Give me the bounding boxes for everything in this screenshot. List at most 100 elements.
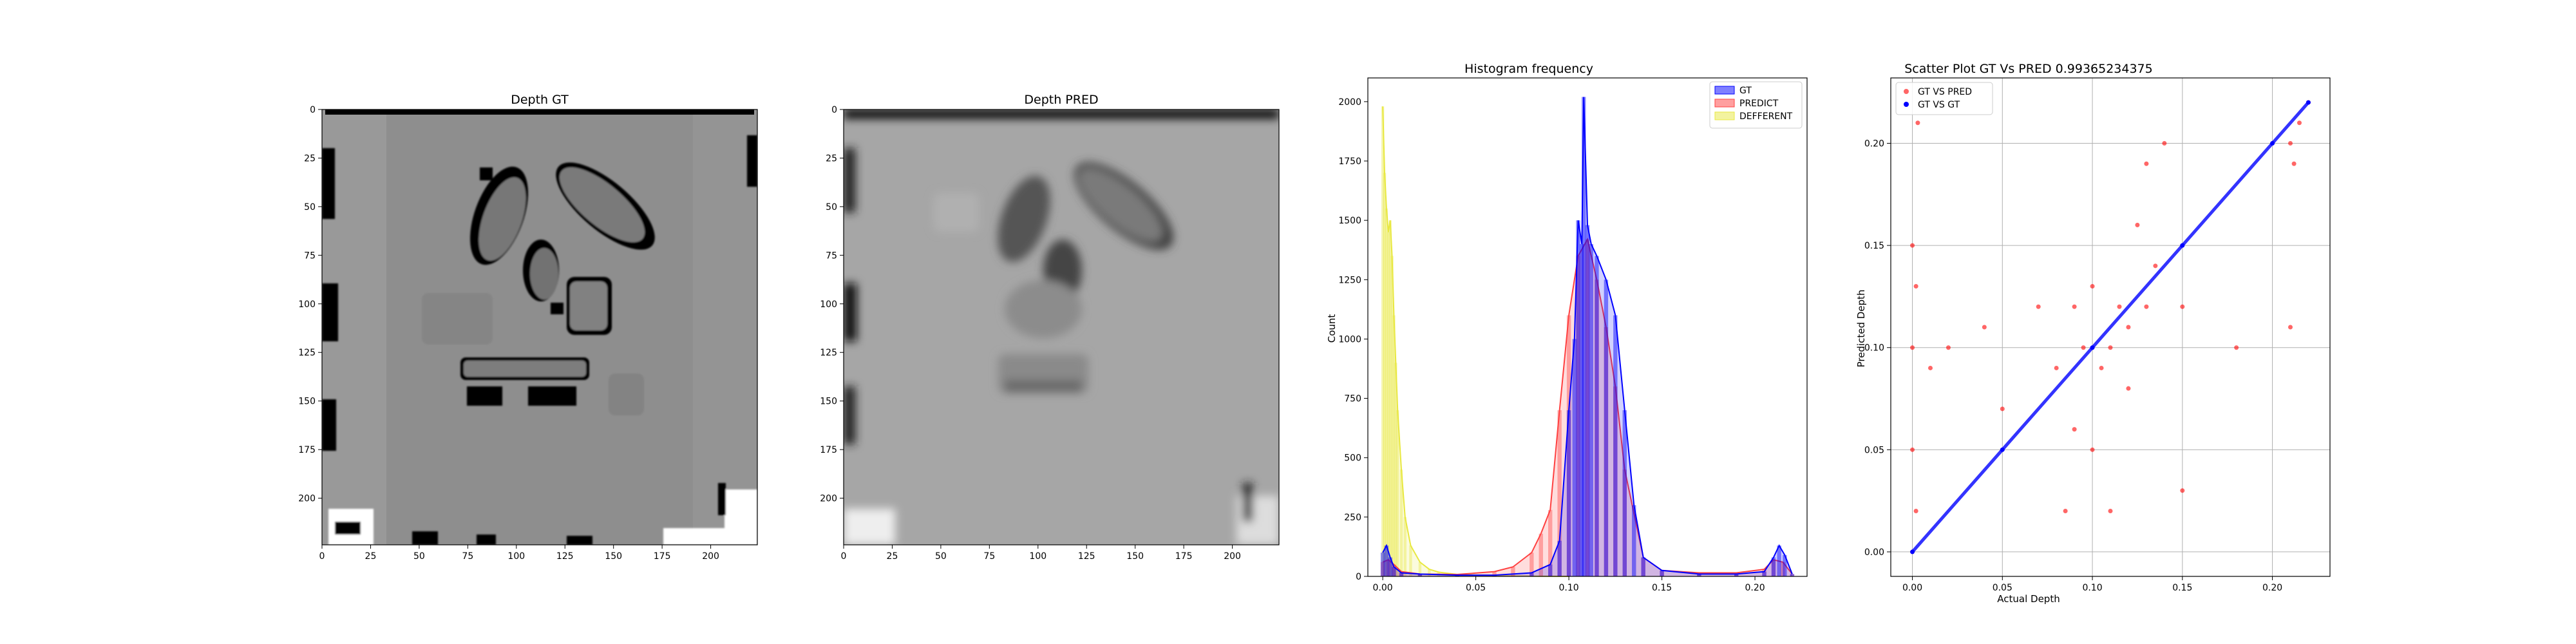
- y-tick-label: 125: [820, 348, 837, 358]
- series-defferent: [1381, 106, 1569, 577]
- scatter-point: [2054, 365, 2059, 370]
- y-tick-label: 100: [298, 299, 316, 310]
- histogram-bar: [1762, 569, 1766, 576]
- y-tick-label: 0.00: [1864, 547, 1884, 558]
- scatter-point: [2108, 345, 2113, 350]
- histogram-bar: [1781, 562, 1785, 576]
- x-tick-label: 50: [935, 551, 947, 562]
- y-tick-label: 0.10: [1864, 343, 1884, 354]
- y-tick-label: 75: [826, 251, 837, 261]
- histogram-bar: [1790, 574, 1795, 576]
- histogram-bar: [1582, 97, 1586, 576]
- legend-label: GT VS PRED: [1918, 87, 1972, 97]
- histogram-bar: [1777, 545, 1781, 576]
- y-tick-label: 200: [298, 494, 316, 504]
- histogram-bar: [1399, 469, 1403, 576]
- y-tick-label: 750: [1344, 394, 1361, 404]
- scatter-point: [1927, 365, 1933, 370]
- scatter-point: [2144, 161, 2149, 166]
- histogram-bar: [1632, 505, 1636, 576]
- depth-pred-panel: Depth PRED 0 25 50 75 100 125 1: [820, 93, 1280, 562]
- scatter-point: [2036, 304, 2041, 309]
- x-tick-label: 0.20: [2262, 583, 2282, 593]
- histogram-bar: [1783, 554, 1787, 576]
- histogram-bar: [1641, 557, 1645, 576]
- histogram-bar: [1388, 557, 1392, 576]
- histogram-bar: [1548, 564, 1553, 576]
- y-tick-label: 250: [1344, 513, 1361, 523]
- histogram-area: [1383, 97, 1792, 576]
- histogram-bar: [1585, 239, 1590, 577]
- histogram-bar: [1511, 567, 1515, 576]
- x-tick-label: 25: [365, 551, 377, 562]
- y-tick-label: 150: [820, 397, 837, 407]
- histogram-bar: [1604, 279, 1609, 576]
- y-tick-label: 75: [304, 251, 316, 261]
- histogram-area: [1383, 239, 1792, 577]
- histogram-bar: [1566, 315, 1571, 576]
- histogram-bar: [1418, 562, 1422, 576]
- histogram-bar: [1384, 545, 1389, 576]
- y-tick-label: 25: [826, 153, 837, 164]
- series-gt-vs-gt: [1910, 100, 2311, 554]
- scatter-point: [2180, 304, 2185, 309]
- scatter-point: [2090, 447, 2095, 452]
- scatter-point: [2063, 508, 2068, 513]
- histogram-bar: [1399, 573, 1404, 576]
- x-tick-label: 0.05: [1993, 583, 2012, 593]
- histogram-bar: [1613, 386, 1618, 576]
- histogram-bar: [1734, 574, 1739, 576]
- y-tick-label: 500: [1344, 453, 1361, 464]
- scatter-point: [2117, 304, 2122, 309]
- legend-label: GT VS GT: [1918, 100, 1960, 110]
- x-tick-label: 75: [983, 551, 995, 562]
- y-tick-label: 1750: [1338, 156, 1361, 167]
- x-tick-label: 50: [413, 551, 425, 562]
- scatter-point: [2000, 406, 2005, 412]
- scatter-point: [2135, 222, 2140, 227]
- legend-label: GT: [1739, 86, 1752, 96]
- x-tick-label: 75: [462, 551, 473, 562]
- scatter-point: [1913, 284, 1918, 289]
- x-tick-label: 175: [1175, 551, 1193, 562]
- histogram-bar: [1566, 410, 1571, 576]
- scatter-point: [1910, 345, 1915, 350]
- x-tick-label: 0.15: [1652, 583, 1672, 593]
- histogram-bar: [1383, 173, 1387, 576]
- histogram-title: Histogram frequency: [1464, 62, 1593, 76]
- histogram-bar: [1585, 225, 1590, 576]
- scatter-point: [2180, 243, 2185, 248]
- depth-gt-panel: Depth GT: [298, 93, 758, 562]
- histogram-bar: [1417, 574, 1423, 576]
- scatter-ylabel: Predicted Depth: [1855, 290, 1867, 368]
- y-tick-label: 0.15: [1864, 241, 1884, 251]
- histogram-bar: [1580, 244, 1584, 576]
- scatter-point: [1910, 549, 1915, 554]
- scatter-point: [1910, 243, 1915, 248]
- scatter-title: Scatter Plot GT Vs PRED 0.99365234375: [1904, 62, 2153, 76]
- x-tick-label: 0: [319, 551, 325, 562]
- histogram-bar: [1613, 315, 1618, 576]
- series-gt: [1380, 97, 1795, 577]
- histogram-bar: [1386, 560, 1390, 576]
- histogram-bar: [1530, 573, 1534, 576]
- histogram-bar: [1576, 220, 1580, 577]
- y-tick-label: 25: [304, 153, 316, 164]
- depth-gt-image: [322, 109, 757, 545]
- y-tick-label: 175: [298, 445, 316, 455]
- scatter-point: [1915, 120, 1920, 126]
- histogram-bar: [1576, 256, 1580, 576]
- scatter-point: [1910, 447, 1915, 452]
- scatter-point: [2144, 304, 2149, 309]
- kde-line: [1382, 106, 1569, 577]
- y-tick-label: 125: [298, 348, 316, 358]
- series-predict: [1380, 237, 1795, 577]
- scatter-point: [2090, 284, 2095, 289]
- x-tick-label: 200: [1224, 551, 1241, 562]
- y-tick-label: 1000: [1338, 334, 1361, 345]
- legend-label: PREDICT: [1739, 99, 1779, 109]
- histogram-bar: [1399, 571, 1404, 576]
- x-tick-label: 0: [841, 551, 847, 562]
- histogram-bar: [1790, 574, 1795, 576]
- scatter-point: [2288, 141, 2293, 146]
